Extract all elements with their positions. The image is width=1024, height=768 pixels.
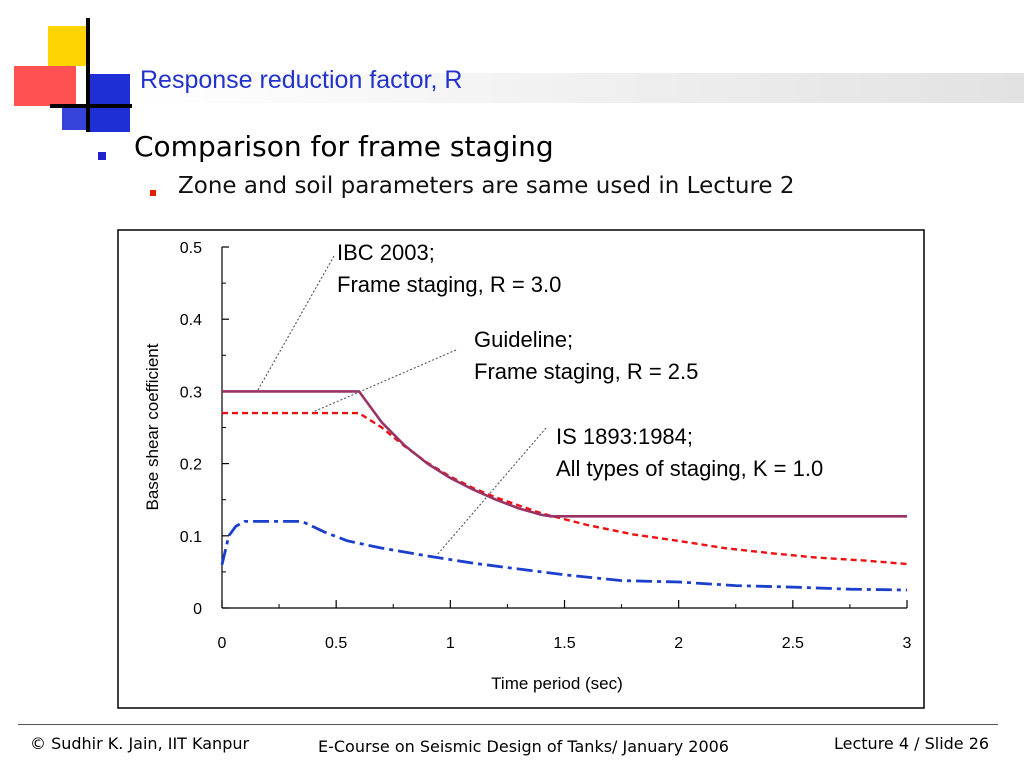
x-tick-label: 0: [218, 635, 227, 652]
x-tick-label: 2: [674, 635, 683, 652]
annotation-title: IS 1893:1984;: [556, 424, 693, 449]
footer-copyright: © Sudhir K. Jain, IIT Kanpur: [30, 734, 250, 753]
annotation-detail: All types of staging, K = 1.0: [556, 456, 823, 481]
annotation-leader-line: [257, 255, 335, 391]
chart-frame: [117, 229, 925, 709]
bullet-sub: Zone and soil parameters are same used i…: [178, 173, 795, 199]
series-line-dashed: [222, 411, 908, 566]
footer-slide-number: Lecture 4 / Slide 26: [834, 734, 990, 753]
bullet-main: Comparison for frame staging: [134, 130, 554, 163]
footer-course: E-Course on Seismic Design of Tanks/ Jan…: [318, 737, 729, 756]
annotation-detail: Frame staging, R = 2.5: [474, 359, 698, 384]
annotation-title: IBC 2003;: [337, 240, 435, 265]
y-tick-label: 0: [193, 601, 202, 618]
y-axis-label: Base shear coefficient: [143, 343, 162, 510]
x-axis-label: Time period (sec): [491, 674, 623, 693]
logo-red-square: [14, 66, 76, 106]
x-tick-label: 3: [903, 635, 912, 652]
y-tick-label: 0.1: [180, 529, 202, 546]
logo-blue-small-square: [62, 108, 90, 130]
x-tick-label: 0.5: [325, 635, 347, 652]
annotation-title: Guideline;: [474, 327, 573, 352]
slide-logo: [0, 0, 160, 140]
logo-blue-square: [90, 74, 130, 132]
series-line-solid: [222, 390, 907, 518]
annotation-detail: Frame staging, R = 3.0: [337, 272, 561, 297]
y-tick-label: 0.3: [180, 384, 202, 401]
y-tick-label: 0.4: [180, 312, 202, 329]
x-tick-label: 1: [446, 635, 455, 652]
footer-divider: [18, 724, 998, 725]
logo-yellow-square: [48, 26, 86, 66]
title-bar: [132, 73, 1024, 103]
bullet-square-icon: [98, 152, 106, 160]
x-tick-label: 2.5: [782, 635, 804, 652]
x-tick-label: 1.5: [553, 635, 575, 652]
annotation-leader-line: [312, 349, 457, 413]
logo-vertical-line: [86, 18, 90, 132]
bullet-square-small-icon: [150, 190, 156, 196]
series-line-dashdot: [220, 520, 908, 592]
y-tick-label: 0.2: [180, 457, 202, 474]
logo-horizontal-line: [50, 104, 132, 108]
slide-title: Response reduction factor, R: [140, 66, 463, 94]
y-tick-label: 0.5: [180, 240, 202, 257]
